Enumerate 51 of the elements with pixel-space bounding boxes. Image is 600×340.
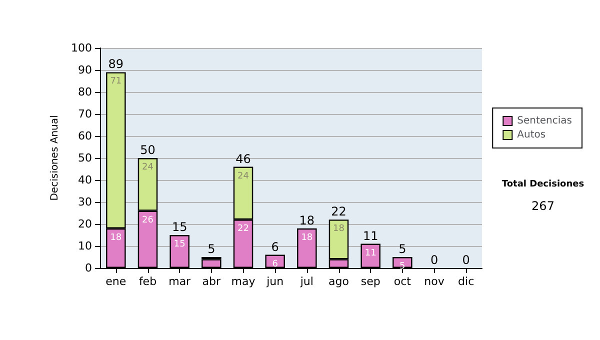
y-tick-label: 80 [78,86,92,98]
text: Total Decisiones [502,180,584,190]
data-label: 18 [333,224,345,234]
x-tick-label: feb [138,275,157,288]
y-tick-label: 60 [78,130,92,142]
total-label: 11 [362,228,378,243]
data-label: 24 [238,171,250,182]
total-label: 22 [331,204,346,219]
legend-label: Autos [517,130,546,140]
total-label: 50 [140,143,156,157]
total-label: 6 [271,240,279,254]
total-label: 89 [108,57,124,72]
text: 267 [532,199,554,213]
x-tick-label: jun [266,275,284,288]
legend-label: Sentencias [517,116,572,126]
data-label: 5 [400,262,406,272]
data-label: 24 [142,162,154,172]
data-label: 11 [364,248,376,258]
total-label: 5 [208,242,216,256]
x-tick-label: ene [106,275,126,288]
y-tick-label: 90 [78,64,92,76]
y-tick-label: 70 [78,108,92,120]
y-axis-title: Decisiones Anual [50,115,61,201]
data-label: 26 [142,215,154,226]
total-label: 46 [236,152,251,166]
data-label: 18 [301,232,313,243]
x-tick-label: jul [299,275,314,288]
x-tick-label: ago [328,275,350,288]
data-label: 22 [238,224,249,234]
total-label: 15 [172,220,188,234]
x-tick-label: may [231,275,256,288]
x-tick-label: nov [424,275,445,288]
data-label: 15 [174,240,186,250]
x-tick-label: oct [394,275,412,288]
y-tick-label: 40 [78,174,92,186]
y-tick-label: 100 [71,42,92,54]
y-tick-label: 50 [78,152,92,164]
data-label: 71 [110,76,122,87]
x-tick-label: dic [458,275,474,288]
data-label: 18 [110,232,122,243]
x-tick-label: sep [360,275,380,288]
x-tick-label: abr [202,275,222,288]
y-tick-label: 20 [78,218,92,230]
x-tick-label: mar [168,275,192,288]
y-tick-label: 10 [78,240,92,252]
total-label: 5 [398,242,406,256]
y-tick-label: 0 [85,262,92,274]
total-label: 0 [430,253,438,267]
total-label: 0 [462,253,470,267]
total-label: 18 [299,213,315,228]
y-tick-label: 30 [78,196,92,208]
